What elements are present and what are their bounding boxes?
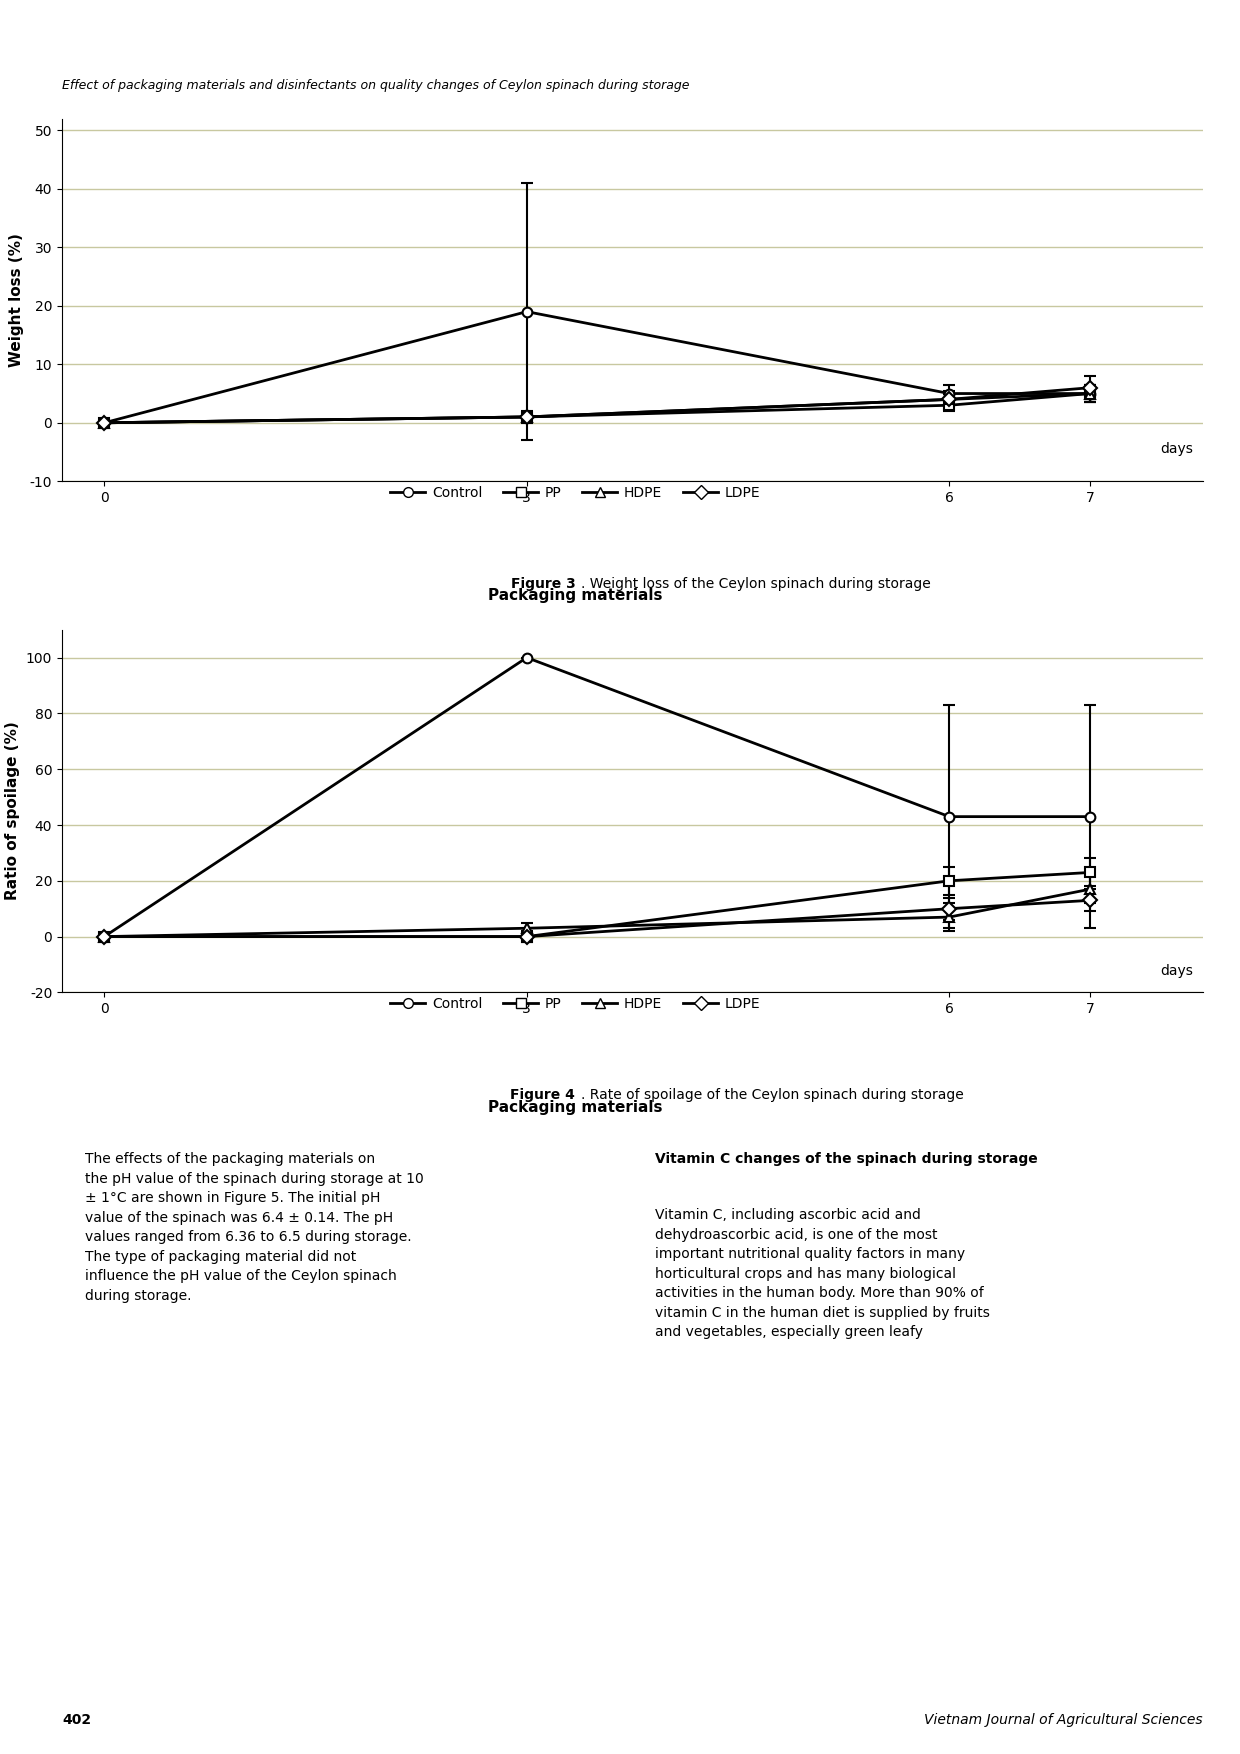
Y-axis label: Ratio of spoilage (%): Ratio of spoilage (%) [5, 721, 20, 900]
Text: days: days [1161, 442, 1193, 456]
Legend: Control, PP, HDPE, LDPE: Control, PP, HDPE, LDPE [384, 991, 766, 1016]
Legend: Control, PP, HDPE, LDPE: Control, PP, HDPE, LDPE [384, 481, 766, 505]
Text: days: days [1161, 963, 1193, 977]
Text: The effects of the packaging materials on
the pH value of the spinach during sto: The effects of the packaging materials o… [84, 1152, 424, 1303]
Text: Vitamin C changes of the spinach during storage: Vitamin C changes of the spinach during … [655, 1152, 1038, 1166]
Text: Effect of packaging materials and disinfectants on quality changes of Ceylon spi: Effect of packaging materials and disinf… [62, 79, 689, 93]
Y-axis label: Weight loss (%): Weight loss (%) [9, 233, 25, 367]
Text: . Weight loss of the Ceylon spinach during storage: . Weight loss of the Ceylon spinach duri… [582, 577, 931, 591]
Text: Packaging materials: Packaging materials [489, 1100, 662, 1114]
Text: Packaging materials: Packaging materials [489, 589, 662, 603]
Text: 402: 402 [62, 1712, 91, 1726]
Text: Figure 4: Figure 4 [511, 1087, 575, 1102]
Text: . Rate of spoilage of the Ceylon spinach during storage: . Rate of spoilage of the Ceylon spinach… [582, 1087, 963, 1102]
Text: Vietnam Journal of Agricultural Sciences: Vietnam Journal of Agricultural Sciences [924, 1712, 1203, 1726]
Text: Figure 3: Figure 3 [511, 577, 575, 591]
Text: Vitamin C, including ascorbic acid and
dehydroascorbic acid, is one of the most
: Vitamin C, including ascorbic acid and d… [655, 1209, 990, 1338]
